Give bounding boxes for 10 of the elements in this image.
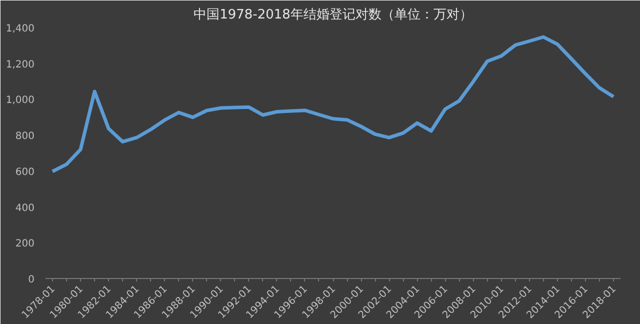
y-tick-label: 400: [15, 202, 35, 214]
y-tick-label: 1,000: [6, 95, 35, 106]
line-series: [50, 35, 616, 174]
y-tick-label: 800: [15, 131, 35, 142]
y-tick-label: 200: [15, 238, 35, 250]
y-tick-label: 1,200: [6, 59, 35, 70]
y-tick-label: 600: [15, 166, 35, 178]
y-tick-label: 1,400: [6, 24, 35, 34]
y-tick-label: 0: [28, 274, 35, 286]
chart-title: 中国1978-2018年结婚登记对数（单位：万对）: [194, 8, 472, 22]
